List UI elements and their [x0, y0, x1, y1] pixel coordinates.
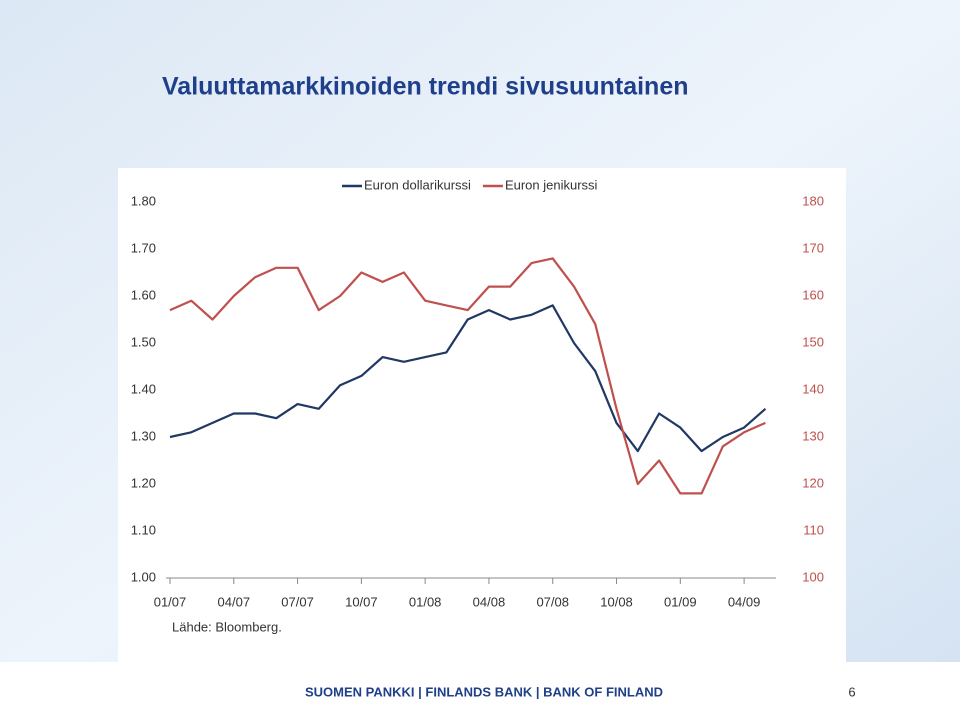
- y2-tick-label: 140: [802, 381, 824, 396]
- footer-text: SUOMEN PANKKI | FINLANDS BANK | BANK OF …: [305, 684, 663, 699]
- y2-tick-label: 150: [802, 334, 824, 349]
- x-tick-label: 01/09: [664, 594, 697, 609]
- x-tick-label: 01/07: [154, 594, 187, 609]
- legend-label: Euron jenikurssi: [505, 177, 598, 192]
- y-tick-label: 1.20: [131, 475, 156, 490]
- y2-tick-label: 170: [802, 240, 824, 255]
- y-tick-label: 1.70: [131, 240, 156, 255]
- y-tick-label: 1.10: [131, 522, 156, 537]
- x-tick-label: 04/07: [218, 594, 251, 609]
- y2-tick-label: 120: [802, 475, 824, 490]
- y-tick-label: 1.30: [131, 428, 156, 443]
- y-tick-label: 1.00: [131, 569, 156, 584]
- y-tick-label: 1.40: [131, 381, 156, 396]
- source-note: Lähde: Bloomberg.: [172, 619, 282, 634]
- page-number: 6: [848, 684, 855, 699]
- series-line: [169, 257, 766, 495]
- x-tick-label: 01/08: [409, 594, 442, 609]
- y-tick-label: 1.50: [131, 334, 156, 349]
- y2-tick-label: 160: [802, 287, 824, 302]
- x-tick-label: 04/09: [728, 594, 761, 609]
- y2-tick-label: 100: [802, 569, 824, 584]
- x-tick-label: 10/08: [600, 594, 633, 609]
- y-tick-label: 1.80: [131, 193, 156, 208]
- slide-title: Valuuttamarkkinoiden trendi sivusuuntain…: [162, 73, 689, 101]
- x-tick-label: 04/08: [473, 594, 506, 609]
- series-line: [169, 304, 767, 453]
- legend-label: Euron dollarikurssi: [364, 177, 471, 192]
- footer-band: [0, 662, 960, 701]
- y2-tick-label: 130: [802, 428, 824, 443]
- x-tick-label: 10/07: [345, 594, 378, 609]
- y-tick-label: 1.60: [131, 287, 156, 302]
- y2-tick-label: 110: [803, 522, 824, 537]
- x-tick-label: 07/08: [536, 594, 569, 609]
- x-tick-label: 07/07: [281, 594, 314, 609]
- y2-tick-label: 180: [802, 193, 824, 208]
- chart-panel: [118, 168, 846, 662]
